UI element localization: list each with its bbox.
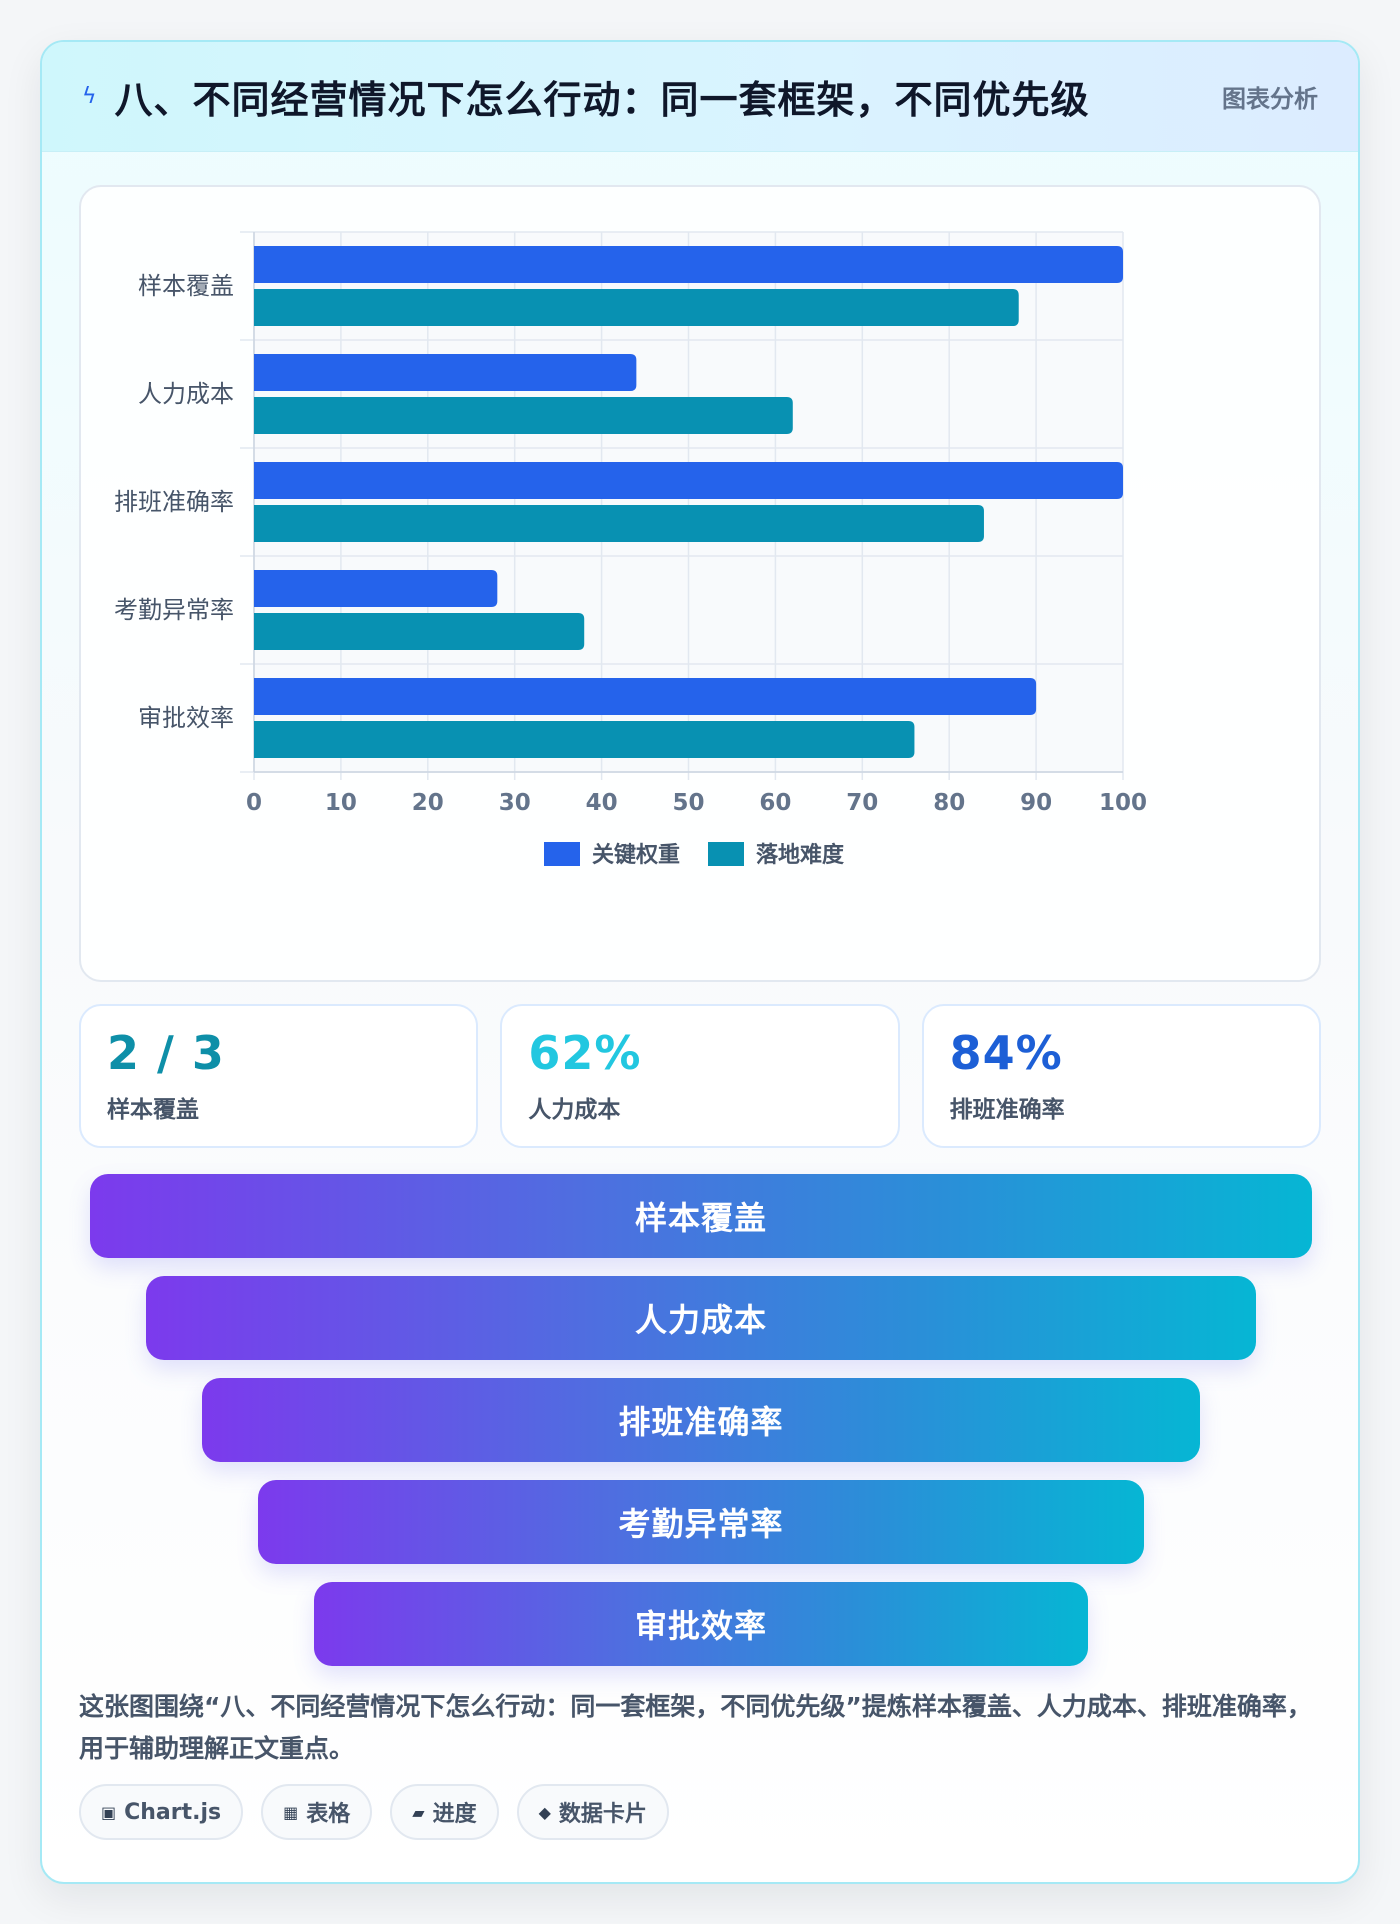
stat-value: 2 / 3 (107, 1026, 225, 1080)
x-tick-label: 0 (246, 790, 262, 816)
funnel-step-3: 排班准确率 (202, 1378, 1200, 1462)
bar-weight (254, 462, 1123, 499)
legend-label: 落地难度 (756, 842, 845, 868)
page-title: 八、不同经营情况下怎么行动：同一套框架，不同优先级 (114, 78, 1090, 122)
legend-swatch (544, 842, 580, 866)
x-tick-label: 80 (933, 790, 965, 816)
stat-cards: 2 / 3 样本覆盖 62% 人力成本 84% 排班准确率 (79, 1004, 1321, 1148)
lightning-icon: ϟ (82, 84, 97, 109)
stat-card-2: 62% 人力成本 (500, 1004, 900, 1148)
stat-label: 人力成本 (528, 1097, 621, 1123)
chip-label: 数据卡片 (558, 1802, 647, 1827)
table-icon: ▦ (283, 1802, 299, 1822)
bar-difficulty (254, 289, 1019, 326)
legend-label: 关键权重 (592, 842, 680, 868)
bar-difficulty (254, 721, 915, 758)
diamond-icon: ◆ (538, 1802, 551, 1822)
stat-label: 样本覆盖 (107, 1097, 199, 1123)
bar-weight (254, 246, 1123, 283)
x-tick-label: 70 (846, 790, 878, 816)
x-tick-label: 20 (412, 790, 444, 816)
stat-label: 排班准确率 (949, 1097, 1065, 1123)
funnel-step-4: 考勤异常率 (258, 1480, 1144, 1564)
x-tick-label: 50 (672, 790, 704, 816)
chip-label: 进度 (432, 1802, 477, 1827)
funnel-step-2: 人力成本 (146, 1276, 1256, 1360)
x-tick-label: 10 (325, 790, 357, 816)
chart-card: ϟ 八、不同经营情况下怎么行动：同一套框架，不同优先级 图表分析 0 10 20 30… (40, 40, 1360, 1884)
y-category-label: 考勤异常率 (114, 596, 234, 624)
x-tick-label: 30 (499, 790, 531, 816)
stat-value: 62% (528, 1026, 642, 1080)
bar-difficulty (254, 613, 585, 650)
stat-value: 84% (949, 1026, 1063, 1080)
bar-chart: 0 10 20 30 40 50 60 70 80 90 100 样本覆盖人力成本排班准确率考勤异常率… (114, 231, 1147, 868)
bar-chart-panel: 0 10 20 30 40 50 60 70 80 90 100 样本覆盖人力成本排班准确率考勤异常率… (79, 185, 1321, 982)
bar-weight (254, 354, 637, 391)
y-category-label: 人力成本 (138, 380, 234, 408)
funnel-step-5: 审批效率 (314, 1582, 1088, 1666)
progress-icon: ▰ (412, 1802, 425, 1822)
bar-difficulty (254, 397, 793, 434)
chart-icon: ▣ (101, 1802, 117, 1822)
tech-chips: ▣ Chart.js ▦ 表格 ▰ 进度 ◆ 数据卡片 (79, 1784, 669, 1840)
y-category-label: 样本覆盖 (138, 272, 234, 300)
funnel-step-1: 样本覆盖 (90, 1174, 1312, 1258)
x-tick-label: 60 (759, 790, 791, 816)
card-header: ϟ 八、不同经营情况下怎么行动：同一套框架，不同优先级 图表分析 (42, 42, 1358, 152)
bar-weight (254, 570, 498, 607)
chart-description: 这张图围绕“八、不同经营情况下怎么行动：同一套框架，不同优先级”提炼样本覆盖、人… (79, 1692, 1312, 1763)
y-category-label: 审批效率 (138, 704, 234, 732)
chip-data-card: ◆ 数据卡片 (516, 1784, 669, 1840)
stat-card-1: 2 / 3 样本覆盖 (79, 1004, 479, 1148)
x-tick-label: 40 (586, 790, 618, 816)
x-tick-label: 90 (1020, 790, 1052, 816)
chip-label: 表格 (306, 1802, 351, 1827)
chart-analysis-tag: 图表分析 (1222, 85, 1318, 113)
y-category-label: 排班准确率 (114, 488, 234, 516)
legend-swatch (708, 842, 744, 866)
chip-table: ▦ 表格 (261, 1784, 373, 1840)
bar-difficulty (254, 505, 984, 542)
stat-card-3: 84% 排班准确率 (921, 1004, 1321, 1148)
x-tick-label: 100 (1099, 790, 1147, 816)
chip-progress: ▰ 进度 (390, 1784, 499, 1840)
chip-label: Chart.js (124, 1799, 222, 1825)
bar-weight (254, 678, 1037, 715)
chip-chartjs: ▣ Chart.js (79, 1784, 244, 1840)
